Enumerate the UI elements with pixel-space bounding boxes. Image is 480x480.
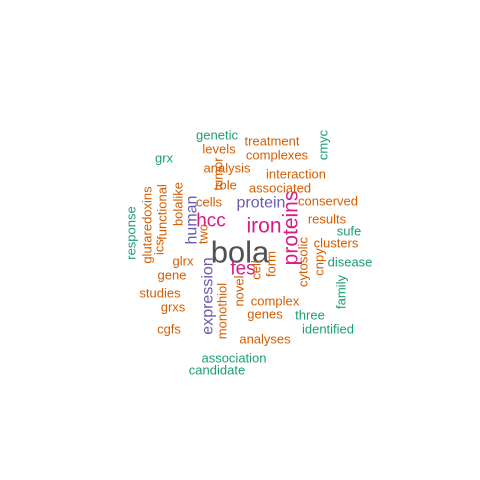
- cloud-word-expression: expression: [200, 257, 217, 334]
- cloud-word-role: role: [215, 178, 237, 193]
- cloud-word-bolalike: bolalike: [171, 182, 186, 226]
- cloud-word-monothiol: monothiol: [215, 283, 230, 339]
- cloud-word-form: form: [264, 251, 279, 277]
- cloud-word-cytosolic: cytosolic: [296, 237, 311, 287]
- cloud-word-analysis: analysis: [204, 161, 251, 176]
- cloud-word-conserved: conserved: [298, 194, 358, 209]
- cloud-word-candidate: candidate: [189, 363, 245, 378]
- cloud-word-genetic: genetic: [196, 128, 238, 143]
- cloud-word-ics: ics: [152, 239, 167, 255]
- cloud-word-cnpy: cnpy: [312, 248, 327, 276]
- cloud-word-tumor: tumor: [211, 157, 226, 191]
- cloud-word-hcc: hcc: [196, 211, 226, 232]
- cloud-word-interaction: interaction: [266, 167, 326, 182]
- cloud-word-cgfs: cgfs: [157, 322, 181, 337]
- cloud-word-family: family: [334, 275, 349, 309]
- cloud-word-fes: fes: [230, 259, 255, 280]
- cloud-word-three: three: [295, 308, 325, 323]
- cloud-word-clusters: clusters: [314, 236, 359, 251]
- cloud-word-protein: protein: [237, 195, 286, 212]
- cloud-word-studies: studies: [139, 286, 181, 301]
- cloud-word-two: two: [196, 224, 211, 244]
- cloud-word-complexes: complexes: [246, 148, 309, 163]
- cloud-word-cells: cells: [196, 195, 223, 210]
- cloud-word-glutaredoxins: glutaredoxins: [140, 186, 155, 264]
- cloud-word-cmyc: cmyc: [316, 129, 331, 160]
- cloud-word-response: response: [124, 206, 139, 259]
- cloud-word-functional: functional: [155, 184, 170, 240]
- cloud-word-proteins: proteins: [280, 191, 303, 266]
- cloud-word-bola: bola: [211, 235, 270, 270]
- cloud-word-iron: iron: [246, 215, 281, 238]
- cloud-word-levels: levels: [202, 142, 236, 157]
- cloud-word-complex: complex: [251, 294, 300, 309]
- cloud-word-genes: genes: [247, 307, 283, 322]
- cloud-word-grxs: grxs: [161, 300, 186, 315]
- cloud-word-grx: grx: [155, 151, 174, 166]
- cloud-word-human: human: [184, 196, 201, 245]
- cloud-word-cell: cell: [249, 260, 264, 280]
- cloud-word-results: results: [308, 212, 347, 227]
- cloud-word-novel: novel: [232, 275, 247, 306]
- cloud-word-disease: disease: [328, 255, 373, 270]
- cloud-word-glrx: glrx: [173, 254, 194, 269]
- cloud-word-sufe: sufe: [337, 224, 362, 239]
- cloud-word-gene: gene: [158, 268, 187, 283]
- cloud-word-analyses: analyses: [239, 332, 291, 347]
- cloud-word-association: association: [201, 351, 266, 366]
- cloud-word-associated: associated: [249, 181, 311, 196]
- cloud-word-treatment: treatment: [245, 134, 300, 149]
- cloud-word-identified: identified: [302, 322, 354, 337]
